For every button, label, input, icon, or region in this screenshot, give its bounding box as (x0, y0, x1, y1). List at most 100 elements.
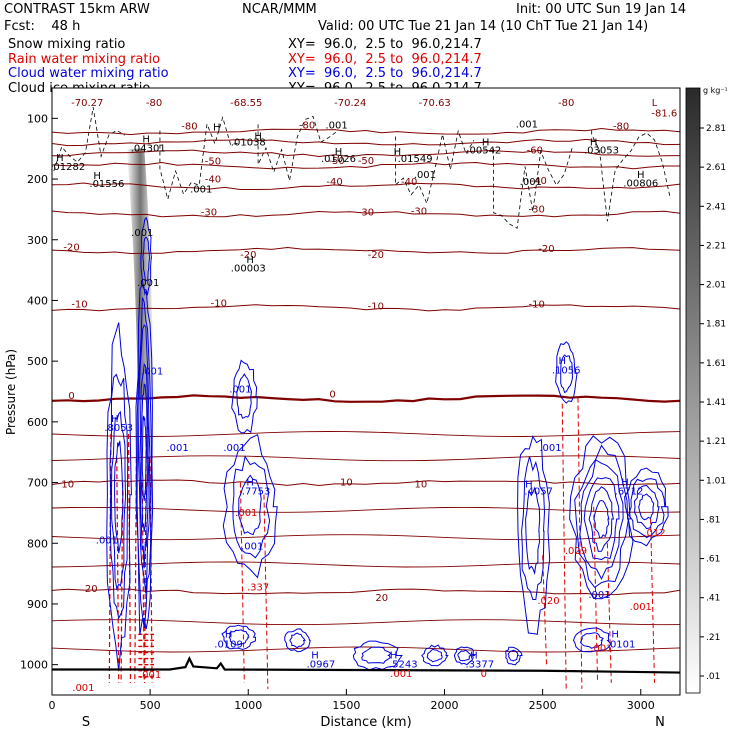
ice-maximum-marker: H (254, 132, 262, 143)
colorbar-label: 2.81 (706, 124, 726, 134)
cloud-maximum-marker: H (470, 651, 478, 662)
ice-contour (493, 148, 573, 229)
ice-value-label: .01282 (50, 162, 85, 173)
temperature-label: 10 (340, 478, 353, 489)
colorbar-label: 2.01 (706, 281, 726, 291)
axes: 0 500 1000 1500 2000 2500 30001002003004005006… (20, 112, 655, 712)
isotherm--70 (52, 138, 680, 147)
ice-maximum-marker: H (93, 171, 101, 182)
y-tick-label: 800 (27, 537, 48, 550)
cloud-cell-low (579, 632, 604, 649)
cloud-value-label: .5243 (389, 660, 418, 671)
cloud-cell-low (453, 646, 476, 666)
isotherm--50 (52, 161, 680, 170)
ice-value-label: .01549 (398, 154, 433, 165)
cloud-maximum-marker: H (525, 479, 533, 490)
cloud-cell-low (421, 644, 449, 667)
cloud-cell-2800km (579, 459, 624, 581)
cloud-cell-low (457, 649, 472, 662)
isotherm-minor (52, 561, 680, 568)
isotherm-0 (52, 394, 680, 403)
isotherm--80 (52, 127, 680, 136)
cloud-cell-west-b (139, 363, 150, 569)
isotherm-10 (52, 479, 680, 487)
colorbar-label: 1.61 (706, 359, 726, 369)
ice-maximum-marker: H (56, 153, 64, 164)
colorbar-label: 2.21 (706, 241, 726, 251)
cloud-cell-2600km (555, 341, 578, 404)
cloud-value-label: .001 (539, 443, 561, 454)
cloud-value-label: .001 (229, 385, 251, 396)
cloud-value-label: .4057 (524, 487, 553, 498)
temperature-label: -10 (71, 300, 87, 311)
ice-value-label: .01556 (89, 179, 124, 190)
temperature-label: -30 (358, 208, 374, 219)
y-axis-label: Pressure (hPa) (4, 349, 18, 435)
cloud-cell-west-a (110, 410, 127, 591)
rain-value-label: .001 (630, 602, 652, 613)
isotherm-minor (52, 619, 680, 626)
colorbar-ramp (685, 87, 701, 694)
temperature-label: -30 (411, 206, 427, 217)
ice-value-label: .00806 (623, 178, 658, 189)
cloud-maximum-marker: H (621, 478, 629, 489)
legend-cloud-xy: XY= 96.0, 2.5 to 96.0,214.7 (288, 66, 482, 81)
cloud-cell-2800km (583, 477, 620, 561)
rain-value-label: 0 (481, 669, 487, 680)
temperature-label: -20 (538, 244, 554, 255)
temperature-label: -70.63 (419, 98, 451, 109)
temperature-label: -68.55 (230, 98, 262, 109)
y-tick-label: 900 (27, 598, 48, 611)
temperature-label: -60 (527, 146, 543, 157)
temperature-isotherms (52, 127, 680, 653)
cloud-cell-low (289, 632, 306, 649)
temperature-label: -50 (328, 156, 344, 167)
rain-contour (650, 518, 655, 683)
temperature-label: 20 (85, 584, 98, 595)
temperature-label: -80 (613, 121, 629, 132)
x-tick-label: 500 (140, 699, 161, 712)
temperature-label: -20 (368, 250, 384, 261)
rain-contour (593, 506, 599, 683)
ice-value-label: .00542 (466, 146, 501, 157)
cloud-cell-west-b (136, 297, 153, 628)
isotherm--30 (52, 210, 680, 218)
temperature-label: -80 (146, 98, 162, 109)
ice-value-label: .00003 (231, 263, 266, 274)
north-label: N (655, 715, 665, 730)
ice-value-label: .001 (131, 228, 153, 239)
isotherm--10 (52, 304, 680, 312)
cloud-cell-low (572, 627, 612, 653)
y-tick-label: 300 (27, 234, 48, 247)
isotherm--20 (52, 246, 680, 255)
cloud-value-label: .0101 (607, 640, 636, 651)
rain-value-label: .001 (72, 683, 94, 694)
rain-value-label: .001 (139, 670, 161, 681)
x-tick-label: 3000 (627, 699, 655, 712)
temperature-label: -70.27 (71, 98, 103, 109)
ice-maximum-marker: H (213, 123, 221, 134)
terrain-line (52, 656, 680, 674)
ice-value-label: .01026 (321, 154, 356, 165)
plot-frame (51, 87, 681, 696)
cloud-cell-west-b (141, 415, 147, 501)
cloud-value-label: .3377 (465, 660, 494, 671)
x-axis-label: Distance (km) (320, 715, 411, 730)
rain-value-label: .001 (390, 669, 412, 680)
cloud-cell-2800km (588, 486, 615, 552)
temperature-label: -30 (529, 204, 545, 215)
cloud-cell-low (361, 646, 392, 664)
isotherm-minor (52, 431, 680, 437)
isotherm-minor (52, 646, 680, 653)
ice-value-label: .04301 (131, 144, 166, 155)
colorbar: 2.81 2.61 2.41 2.21 2.01 1.81 1.61 1.41 1.21 1.01… (685, 87, 726, 694)
ice-maximum-marker: H (482, 138, 490, 149)
forecast-hour: Fcst: 48 h (4, 19, 81, 34)
cloud-value-label: .001 (241, 541, 263, 552)
ice-value-label: .001 (516, 120, 538, 131)
terrain-surface (52, 656, 680, 674)
legend-rain-label: Rain water mixing ratio (8, 52, 161, 67)
ice-maximum-marker: H (590, 138, 598, 149)
temperature-label: -10 (368, 302, 384, 313)
isotherm-minor (52, 455, 680, 462)
